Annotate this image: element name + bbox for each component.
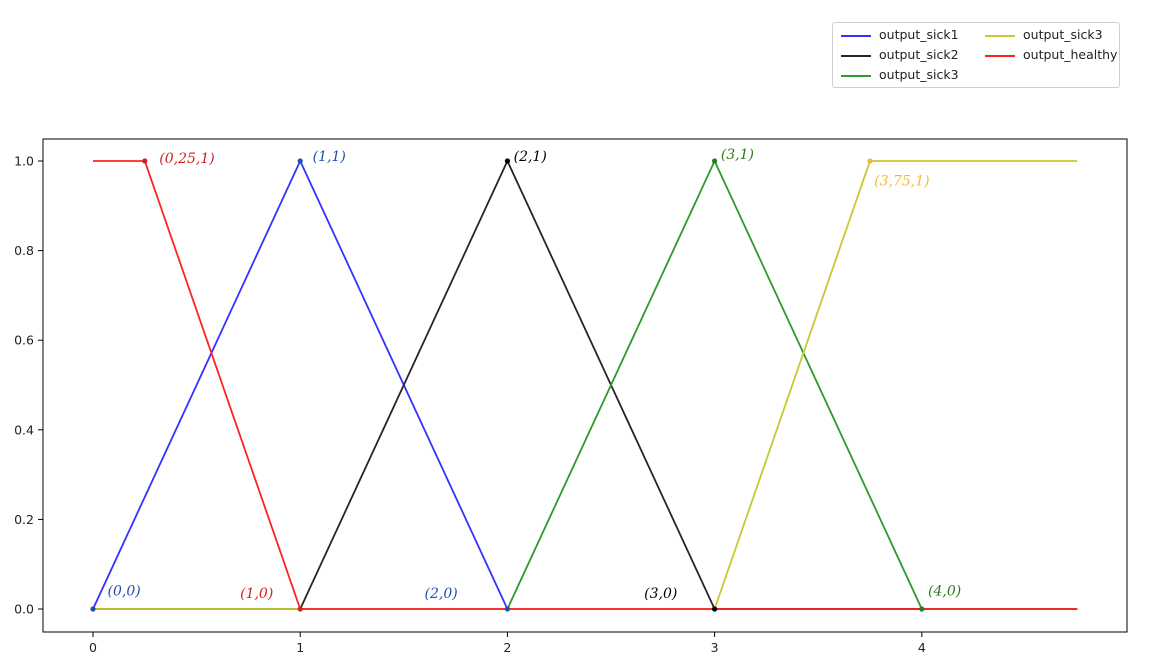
point-annotation: (0,0) xyxy=(108,584,141,600)
point-annotation: (3,1) xyxy=(721,147,754,163)
y-tick-label: 0.2 xyxy=(14,512,34,527)
data-point-marker xyxy=(712,606,718,612)
y-tick-label: 0.8 xyxy=(14,243,34,258)
data-point-marker xyxy=(504,158,510,164)
legend-swatch xyxy=(841,74,871,77)
y-tick-label: 0.4 xyxy=(14,422,34,437)
data-point-marker xyxy=(90,606,96,612)
series-lines xyxy=(92,160,1078,610)
y-tick-label: 1.0 xyxy=(14,154,34,169)
legend-swatch xyxy=(985,34,1015,37)
point-annotation: (1,1) xyxy=(313,149,346,165)
legend-swatch xyxy=(841,34,871,37)
data-point-marker xyxy=(297,158,303,164)
point-annotation: (2,1) xyxy=(514,149,547,165)
x-tick-label: 4 xyxy=(918,640,926,655)
legend-swatch xyxy=(841,54,871,57)
series-line-output_sick2-1 xyxy=(93,160,1078,610)
legend: output_sick1 output_sick2 output_sick3 outp… xyxy=(832,22,1120,88)
data-point-marker xyxy=(919,606,925,612)
x-axis: 0 1 2 3 4 xyxy=(89,632,926,655)
data-point-marker xyxy=(297,606,303,612)
series-line-output_sick1-0 xyxy=(92,160,1078,610)
series-line-output_healthy-4 xyxy=(93,160,1078,610)
data-point-marker xyxy=(504,606,510,612)
data-point-markers xyxy=(90,158,925,612)
point-annotation: (3,0) xyxy=(644,586,677,602)
legend-swatch xyxy=(985,54,1015,57)
legend-entry: output_sick2 xyxy=(841,47,959,63)
legend-entry: output_sick3 xyxy=(985,27,1103,43)
point-annotation: (4,0) xyxy=(928,584,961,600)
data-point-marker xyxy=(142,158,148,164)
legend-label: output_sick3 xyxy=(1023,27,1103,42)
y-tick-label: 0.0 xyxy=(14,602,34,617)
x-tick-label: 2 xyxy=(503,640,511,655)
legend-entry: output_sick3 xyxy=(841,67,959,83)
point-annotations: (0,0) (0,25,1) (1,1) (1,0) (2,1) (2,0) (3,1) (3… xyxy=(108,147,962,602)
y-axis: 0.0 0.2 0.4 0.6 0.8 1.0 xyxy=(14,154,43,617)
legend-entry: output_healthy xyxy=(985,47,1117,63)
legend-label: output_sick1 xyxy=(879,27,959,42)
series-line-output_sick3-2 xyxy=(93,160,1078,610)
point-annotation: (3,75,1) xyxy=(874,174,929,190)
point-annotation: (1,0) xyxy=(240,586,273,602)
x-tick-label: 0 xyxy=(89,640,97,655)
point-annotation: (2,0) xyxy=(425,586,458,602)
legend-label: output_healthy xyxy=(1023,47,1118,62)
y-tick-label: 0.6 xyxy=(14,333,34,348)
legend-label: output_sick3 xyxy=(879,67,959,82)
x-tick-label: 1 xyxy=(296,640,304,655)
legend-label: output_sick2 xyxy=(879,47,959,62)
point-annotation: (0,25,1) xyxy=(159,151,214,167)
data-point-marker xyxy=(712,158,718,164)
series-line-output_sick3-3 xyxy=(93,160,1078,610)
data-point-marker xyxy=(867,158,873,164)
plot-frame xyxy=(42,138,1128,633)
x-tick-label: 3 xyxy=(711,640,719,655)
legend-entry: output_sick1 xyxy=(841,27,959,43)
